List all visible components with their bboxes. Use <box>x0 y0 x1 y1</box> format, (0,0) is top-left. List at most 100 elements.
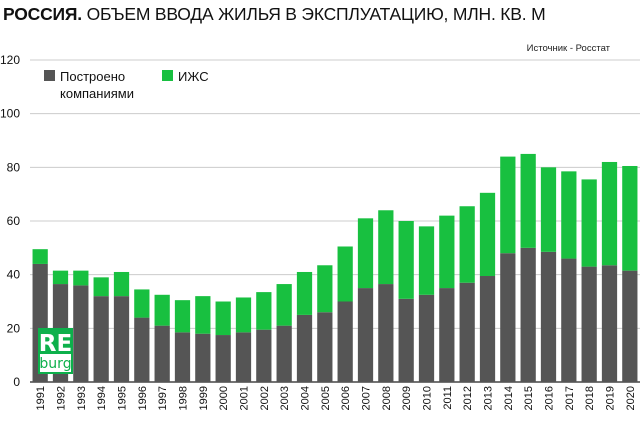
x-tick-label: 2017 <box>564 386 576 410</box>
bar-izhs-2018 <box>581 179 597 267</box>
x-axis-ticks: 1991 1992 1993 1994 1995 1996 1997 1998 1999 2000… <box>35 386 637 410</box>
x-tick-label: 2020 <box>625 386 637 410</box>
bar-izhs-2014 <box>500 156 516 254</box>
bar-izhs-1995 <box>113 271 130 297</box>
y-tick-label: 40 <box>7 268 21 282</box>
bar-izhs-1997 <box>154 294 170 326</box>
logo-text-burg: burg <box>39 356 71 372</box>
x-tick-label: 2011 <box>442 386 454 410</box>
bar-izhs-1993 <box>73 270 89 286</box>
x-tick-label: 2013 <box>483 386 495 410</box>
bar-companies-2007 <box>357 288 374 382</box>
x-tick-label: 1991 <box>35 386 47 410</box>
y-tick-label: 60 <box>7 214 21 228</box>
bar-companies-2012 <box>459 282 475 382</box>
bar-izhs-2000 <box>215 301 231 336</box>
bar-companies-2006 <box>337 301 353 382</box>
bar-izhs-2011 <box>439 215 455 289</box>
bar-izhs-1996 <box>134 289 150 318</box>
bar-izhs-2002 <box>256 292 272 330</box>
bar-izhs-1998 <box>174 300 191 333</box>
x-tick-label: 2015 <box>523 386 535 410</box>
chart-title-bold: РОССИЯ. <box>3 4 82 24</box>
x-tick-label: 2004 <box>300 386 312 410</box>
y-tick-label: 20 <box>7 321 21 335</box>
x-tick-label: 2010 <box>422 386 434 410</box>
x-tick-label: 1993 <box>76 386 88 410</box>
chart-title-rest: ОБЪЕМ ВВОДА ЖИЛЬЯ В ЭКСПЛУАТАЦИЮ, МЛН. К… <box>86 4 546 24</box>
logo-text-re: RE <box>39 331 72 357</box>
bar-izhs-2016 <box>540 167 557 252</box>
bar-izhs-2001 <box>235 297 252 333</box>
bar-companies-2002 <box>256 329 272 382</box>
x-tick-label: 2006 <box>340 386 352 410</box>
bar-companies-2018 <box>581 266 597 382</box>
bar-companies-2017 <box>561 258 577 382</box>
reburg-logo: RE burg <box>38 328 73 374</box>
bar-izhs-2012 <box>459 206 475 283</box>
bar-izhs-1999 <box>195 296 211 334</box>
bar-companies-1995 <box>113 296 130 382</box>
bar-companies-2008 <box>378 284 394 382</box>
grid-lines <box>30 59 640 383</box>
bar-izhs-1994 <box>93 277 109 297</box>
bar-companies-1993 <box>73 285 89 382</box>
y-tick-label: 100 <box>0 107 20 121</box>
bar-izhs-2017 <box>561 171 577 259</box>
bar-izhs-2004 <box>296 271 313 315</box>
bar-companies-2011 <box>439 288 455 382</box>
bar-izhs-2015 <box>520 153 536 248</box>
x-tick-label: 2012 <box>462 386 474 410</box>
bar-companies-2001 <box>235 332 252 382</box>
legend-label-companies: Построено <box>60 69 125 84</box>
bar-izhs-2020 <box>622 165 638 271</box>
y-axis-ticks: 0 20 40 60 80 100 120 <box>0 53 20 389</box>
bar-companies-2019 <box>601 265 618 382</box>
bar-companies-2014 <box>500 253 516 382</box>
bar-companies-2015 <box>520 247 536 382</box>
x-tick-label: 2003 <box>279 386 291 410</box>
bar-companies-2016 <box>540 251 557 382</box>
x-tick-label: 2001 <box>239 386 251 410</box>
bar-companies-2009 <box>398 298 414 382</box>
x-tick-label: 1994 <box>96 386 108 410</box>
bar-izhs-2007 <box>357 218 374 289</box>
x-tick-label: 2007 <box>361 386 373 410</box>
bar-izhs-2013 <box>479 192 496 276</box>
x-tick-label: 2014 <box>503 386 515 410</box>
bar-izhs-2010 <box>418 226 435 295</box>
x-tick-label: 1998 <box>178 386 190 410</box>
x-tick-label: 2008 <box>381 386 393 410</box>
bar-izhs-2006 <box>337 246 353 302</box>
bar-companies-1994 <box>93 296 109 382</box>
x-tick-label: 2016 <box>544 386 556 410</box>
bar-izhs-2009 <box>398 221 414 299</box>
bar-izhs-2019 <box>601 161 618 266</box>
bar-companies-1996 <box>134 317 150 382</box>
x-tick-label: 2009 <box>401 386 413 410</box>
logo-inner-box <box>40 354 71 372</box>
y-tick-label: 120 <box>0 53 20 67</box>
x-tick-label: 1992 <box>56 386 68 410</box>
x-tick-label: 2019 <box>605 386 617 410</box>
bar-companies-1998 <box>174 332 191 382</box>
legend-swatch-companies <box>44 70 55 81</box>
x-tick-label: 1997 <box>157 386 169 410</box>
bar-companies-2000 <box>215 335 231 382</box>
chart-title: РОССИЯ. ОБЪЕМ ВВОДА ЖИЛЬЯ В ЭКСПЛУАТАЦИЮ… <box>3 4 546 25</box>
bar-companies-2004 <box>296 314 313 382</box>
x-tick-label: 2018 <box>584 386 596 410</box>
bar-companies-2010 <box>418 294 435 382</box>
bars <box>32 153 638 382</box>
legend-swatch-izhs <box>162 70 173 81</box>
bar-izhs-1992 <box>52 270 69 285</box>
x-tick-label: 1995 <box>117 386 129 410</box>
bar-companies-2020 <box>622 270 638 382</box>
x-tick-label: 1996 <box>137 386 149 410</box>
x-tick-label: 2002 <box>259 386 271 410</box>
legend-label-izhs: ИЖС <box>178 69 209 84</box>
bar-companies-2003 <box>276 325 292 382</box>
bar-companies-2013 <box>479 276 496 382</box>
bar-izhs-2008 <box>378 210 394 285</box>
